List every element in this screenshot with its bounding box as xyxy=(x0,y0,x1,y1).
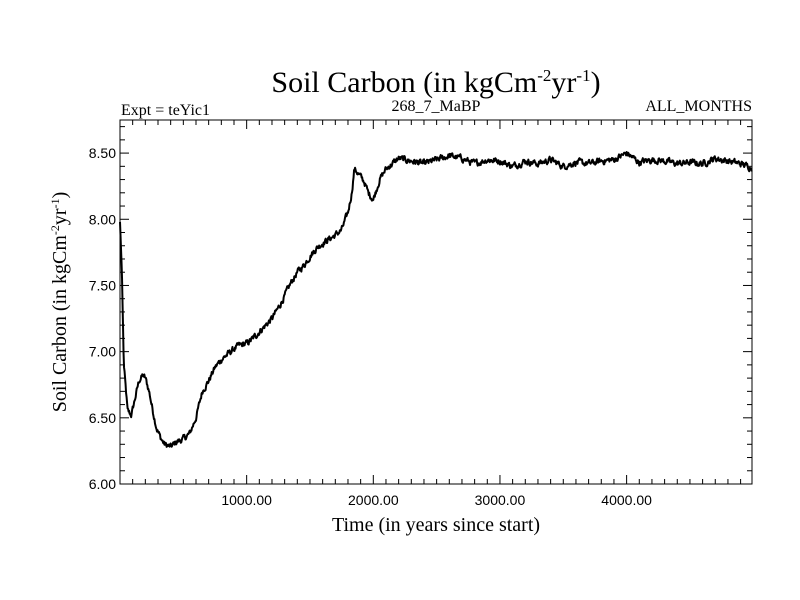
y-tick-label: 7.00 xyxy=(89,344,116,360)
chart-title: Soil Carbon (in kgCm-2yr-1) xyxy=(271,66,600,99)
x-tick-label: 4000.00 xyxy=(601,492,652,508)
y-tick-label: 6.00 xyxy=(89,476,116,492)
x-tick-label: 2000.00 xyxy=(348,492,399,508)
y-axis-label: Soil Carbon (in kgCm-2yr-1) xyxy=(48,192,71,413)
experiment-label: Expt = teYic1 xyxy=(121,102,210,119)
axis-ticks xyxy=(120,120,752,484)
months-label: ALL_MONTHS xyxy=(645,98,752,115)
soil-carbon-line xyxy=(119,150,753,448)
y-tick-label: 8.50 xyxy=(89,145,116,161)
x-axis-label: Time (in years since start) xyxy=(332,514,540,536)
x-tick-label: 1000.00 xyxy=(221,492,272,508)
plot-frame xyxy=(119,119,753,485)
period-label: 268_7_MaBP xyxy=(392,98,481,115)
y-tick-label: 6.50 xyxy=(89,410,116,426)
x-tick-label: 3000.00 xyxy=(475,492,526,508)
y-tick-label: 8.00 xyxy=(89,211,116,227)
y-tick-label: 7.50 xyxy=(89,277,116,293)
axis-tick-labels: 1000.00 2000.00 3000.00 4000.00 6.00 6.50 7.00… xyxy=(89,145,652,508)
